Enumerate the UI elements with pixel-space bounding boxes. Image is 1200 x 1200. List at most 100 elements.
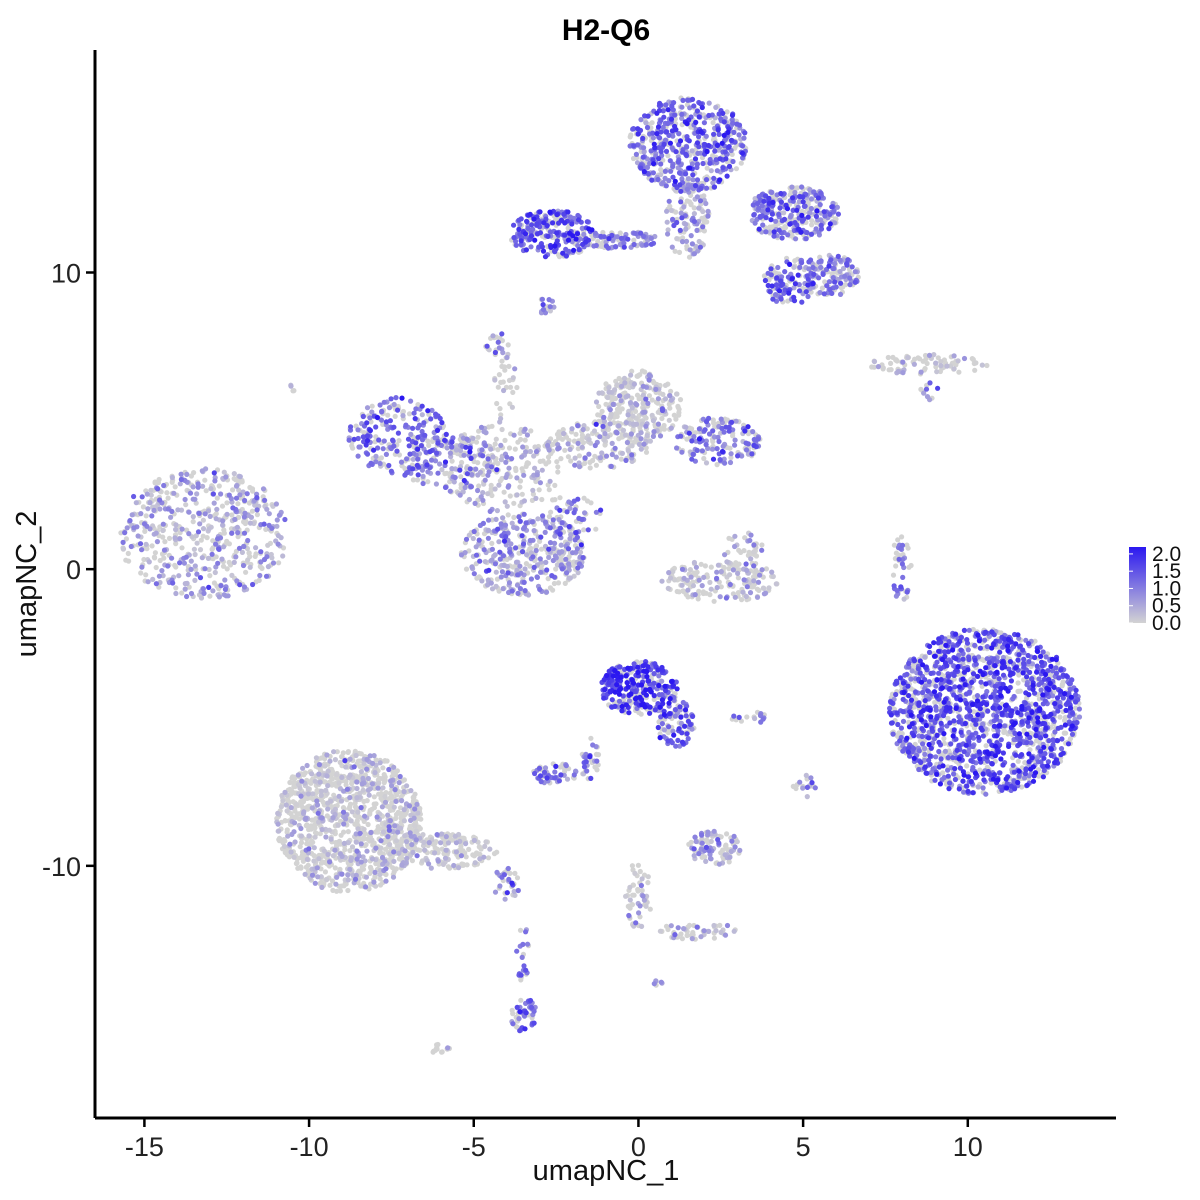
cell-point — [940, 770, 946, 776]
cell-point — [918, 369, 924, 375]
cell-point — [494, 849, 500, 855]
cell-point — [546, 554, 552, 561]
cell-point — [288, 805, 294, 811]
cell-point — [406, 411, 413, 417]
cell-point — [596, 403, 602, 410]
cell-point — [699, 215, 705, 221]
cell-point — [498, 412, 504, 418]
cell-point — [501, 562, 507, 569]
cell-point — [349, 809, 355, 815]
cell-point — [147, 500, 153, 506]
cell-point — [552, 482, 558, 488]
cell-point — [514, 475, 520, 481]
cell-point — [511, 432, 517, 438]
cell-point — [391, 764, 397, 770]
cell-point — [665, 585, 671, 592]
cell-point — [198, 537, 204, 543]
cell-point — [1015, 680, 1021, 686]
cell-point — [527, 563, 533, 569]
cell-point — [773, 581, 779, 587]
cell-point — [348, 818, 354, 824]
cell-point — [325, 783, 331, 789]
cell-point — [192, 563, 198, 569]
cell-point — [540, 458, 546, 464]
cell-point — [221, 530, 227, 536]
cell-point — [560, 427, 566, 433]
cell-point — [312, 880, 318, 886]
cell-point — [1057, 714, 1063, 720]
cell-point — [739, 597, 745, 603]
cell-point — [761, 273, 768, 279]
cell-point — [379, 775, 386, 782]
cell-point — [683, 221, 689, 227]
cell-point — [399, 798, 405, 804]
cell-point — [360, 787, 366, 793]
cell-point — [414, 801, 420, 807]
cell-point — [179, 526, 185, 532]
cell-point — [637, 868, 643, 875]
cell-point — [182, 586, 188, 592]
cell-point — [722, 552, 728, 558]
cell-point — [372, 869, 378, 876]
cell-point — [517, 484, 523, 490]
cell-point — [382, 846, 389, 852]
cell-point — [490, 454, 496, 460]
cell-point — [443, 847, 449, 853]
cell-point — [942, 748, 949, 754]
cell-point — [567, 536, 573, 542]
cell-point — [208, 486, 214, 492]
cell-point — [486, 424, 492, 430]
cell-point — [492, 889, 499, 895]
cell-point — [183, 502, 189, 508]
cell-point — [143, 572, 149, 578]
cell-point — [151, 554, 157, 560]
cell-point — [355, 826, 361, 832]
cell-point — [625, 393, 631, 399]
cell-point — [676, 410, 682, 416]
cell-point — [635, 886, 641, 893]
cell-point — [662, 396, 669, 402]
cell-point — [284, 808, 290, 814]
cell-point — [1067, 736, 1074, 742]
cell-point — [512, 366, 518, 372]
cell-point — [638, 430, 644, 436]
cell-point — [312, 834, 318, 840]
cell-point — [502, 896, 508, 902]
cell-point — [759, 542, 765, 548]
cell-point — [369, 856, 376, 862]
cell-point — [337, 888, 343, 894]
cell-point — [410, 456, 416, 462]
cell-point — [330, 815, 336, 821]
cell-point — [591, 428, 598, 434]
cell-point — [501, 387, 507, 394]
cell-point — [726, 535, 732, 541]
cell-point — [542, 765, 549, 771]
cell-point — [512, 446, 518, 452]
cell-point — [535, 516, 541, 522]
cell-point — [590, 457, 596, 464]
cell-point — [690, 929, 696, 936]
cell-point — [922, 654, 928, 660]
cell-point — [415, 402, 421, 408]
cell-point — [231, 559, 237, 566]
cell-point — [426, 861, 432, 867]
cell-point — [904, 542, 910, 548]
cell-point — [276, 828, 282, 834]
cell-point — [599, 450, 605, 456]
cell-point — [479, 578, 485, 584]
cell-point — [665, 153, 671, 159]
cell-point — [224, 511, 230, 517]
cell-point — [593, 462, 600, 468]
cell-point — [666, 570, 672, 576]
cell-point — [284, 827, 290, 833]
cell-point — [303, 864, 309, 870]
cell-point — [152, 479, 158, 485]
cell-point — [546, 487, 552, 493]
cell-point — [317, 779, 323, 785]
cell-point — [435, 858, 441, 864]
cell-point — [288, 383, 294, 389]
cell-point — [223, 474, 229, 480]
cell-point — [463, 566, 470, 572]
cell-point — [555, 580, 562, 586]
